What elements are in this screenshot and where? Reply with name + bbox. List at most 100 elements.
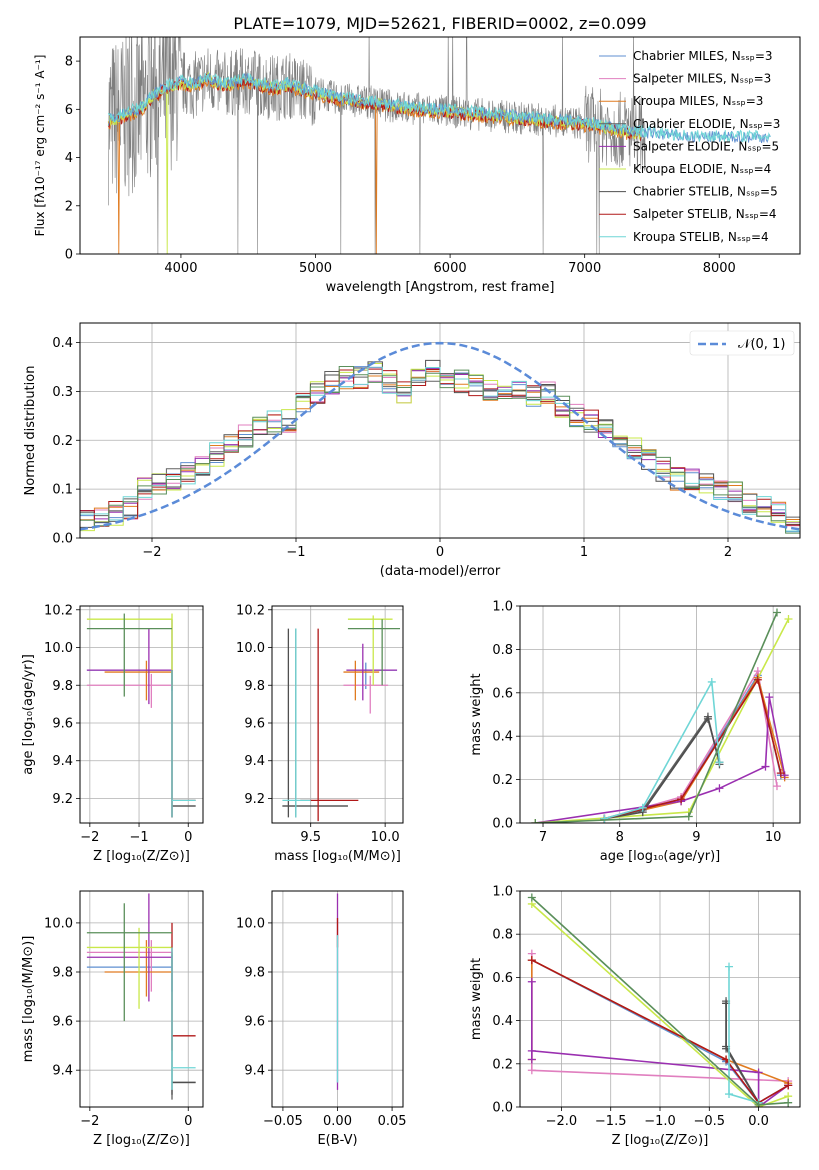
errorbar-point: [104, 940, 173, 997]
legend-label: Salpeter ELODIE, Nₛₛₚ=5: [633, 139, 779, 153]
x-tick-label: 0: [436, 545, 444, 560]
series-marker: [754, 1068, 763, 1077]
x-tick-label: 0: [184, 1114, 192, 1129]
y-tick-label: 9.4: [52, 1064, 73, 1079]
series-line: [604, 679, 721, 820]
x-tick-label: 8: [616, 830, 624, 845]
normal-curve: [80, 341, 800, 531]
x-axis-label: E(B-V): [317, 1133, 357, 1148]
panel-residuals: −2 −1 0 1 2 0.0 0.1 0.2 0.3 0.4 (data-model)/error…: [23, 322, 801, 579]
y-tick-label: 1.0: [492, 600, 513, 615]
y-tick-label: 0.4: [492, 730, 513, 745]
y-tick-label: 8: [65, 55, 73, 70]
axes-frame: [79, 36, 801, 255]
y-axis-label: age [log₁₀(age/yr)]: [21, 654, 36, 775]
panel-weight-vs-age: 7 8 9 10 0.0 0.2 0.4 0.6 0.8 1.0 age [log₁₀(age/yr…: [469, 600, 801, 864]
histogram-series: [80, 366, 800, 532]
panel-spectrum: 4000 5000 6000 7000 8000 0 2 4 6 8 wavelength [Ang…: [33, 36, 801, 295]
legend-label: Salpeter STELIB, Nₛₛₚ=4: [633, 207, 777, 221]
y-tick-label: 9.6: [244, 716, 265, 731]
y-tick-label: 9.6: [52, 1015, 73, 1030]
y-tick-label: 10.0: [44, 916, 73, 931]
y-axis-label: Normed distribution: [23, 366, 38, 496]
errorbar-point: [171, 952, 196, 1095]
series-line: [725, 1003, 760, 1104]
y-tick-label: 9.8: [244, 679, 265, 694]
x-tick-label: 1: [580, 545, 588, 560]
y-tick-label: 9.2: [244, 792, 265, 807]
axes-frame: [271, 605, 404, 824]
legend-label: Chabrier ELODIE, Nₛₛₚ=3: [633, 117, 780, 131]
series-marker: [715, 758, 724, 767]
errorbar-point: [86, 673, 173, 708]
y-tick-label: 9.4: [52, 754, 73, 769]
series-marker: [638, 803, 647, 812]
x-tick-label: 0.00: [323, 1114, 352, 1129]
errorbar-point: [86, 927, 173, 1009]
series-marker: [765, 693, 774, 702]
x-axis-label: age [log₁₀(age/yr)]: [600, 849, 721, 864]
x-tick-label: −2: [142, 545, 161, 560]
panel-weight-vs-z: −2.0 −1.5 −1.0 −0.5 0.0 0.0 0.2 0.4 0.6 0.8 1.0 Z […: [469, 885, 801, 1148]
series-marker: [772, 608, 781, 617]
series-line: [725, 1001, 760, 1104]
y-tick-label: 4: [65, 151, 73, 166]
errorbar-point: [86, 628, 173, 705]
y-tick-label: 0: [65, 248, 73, 263]
weight-series: [600, 675, 785, 823]
errorbar-point: [282, 628, 311, 818]
y-tick-label: 2: [65, 199, 73, 214]
y-tick-label: 0.4: [492, 1014, 513, 1029]
legend: Chabrier MILES, Nₛₛₚ=3 Salpeter MILES, Nₛ…: [599, 49, 780, 244]
y-tick-label: 0.0: [492, 1101, 513, 1116]
legend-box: [689, 330, 795, 356]
panel-age-vs-z: −2 −1 0 9.2 9.4 9.6 9.8 10.0 10.2 Z [log₁₀(Z/Z⊙)]…: [21, 603, 204, 864]
x-tick-label: 2: [724, 545, 732, 560]
y-tick-label: 10.2: [44, 603, 73, 618]
errorbar-point: [86, 940, 173, 992]
errorbar-point: [104, 660, 173, 701]
x-tick-label: −0.5: [694, 1114, 726, 1129]
y-tick-label: 0.3: [52, 385, 73, 400]
y-tick-label: 10.0: [236, 916, 265, 931]
series-line: [604, 668, 778, 820]
errorbar-point: [171, 670, 196, 818]
series-marker: [527, 1055, 536, 1064]
errorbar-point: [347, 615, 393, 686]
errorbar-point: [300, 628, 359, 822]
series-marker: [527, 1046, 536, 1055]
y-tick-label: 0.0: [52, 532, 73, 547]
y-tick-label: 0.2: [52, 434, 73, 449]
errorbar-point: [86, 903, 173, 1022]
y-axis-label: mass weight: [469, 673, 484, 755]
errorbar-point: [171, 670, 196, 818]
y-tick-label: 0.2: [492, 1057, 513, 1072]
errorbar-point: [346, 643, 398, 701]
series-marker: [600, 814, 609, 823]
series-line: [531, 903, 789, 1107]
y-axis-label: mass [log₁₀(M/M⊙)]: [21, 936, 36, 1063]
series-marker: [772, 782, 781, 791]
errorbar-point: [347, 619, 401, 686]
y-tick-label: 6: [65, 103, 73, 118]
series-marker: [776, 769, 785, 778]
y-tick-label: 10.0: [44, 641, 73, 656]
errorbar-point: [86, 613, 173, 697]
x-tick-label: 9: [692, 830, 700, 845]
axes-frame: [79, 890, 204, 1108]
legend: 𝒩(0, 1): [689, 330, 795, 356]
x-tick-label: 10: [765, 830, 782, 845]
x-tick-label: 5000: [299, 261, 332, 276]
x-tick-label: 7: [539, 830, 547, 845]
panel-mass-vs-z: −2 0 9.4 9.6 9.8 10.0 Z [log₁₀(Z/Z⊙)] mass [log…: [21, 890, 204, 1148]
errorbar-point: [171, 922, 196, 1051]
weight-series: [527, 956, 793, 1107]
y-tick-label: 0.0: [492, 817, 513, 832]
x-tick-label: 4000: [164, 261, 197, 276]
weight-series: [600, 714, 724, 823]
model-spectrum: [107, 72, 771, 143]
series-marker: [677, 795, 686, 804]
series-marker: [703, 714, 712, 723]
figure-title: PLATE=1079, MJD=52621, FIBERID=0002, z=0…: [233, 14, 646, 33]
